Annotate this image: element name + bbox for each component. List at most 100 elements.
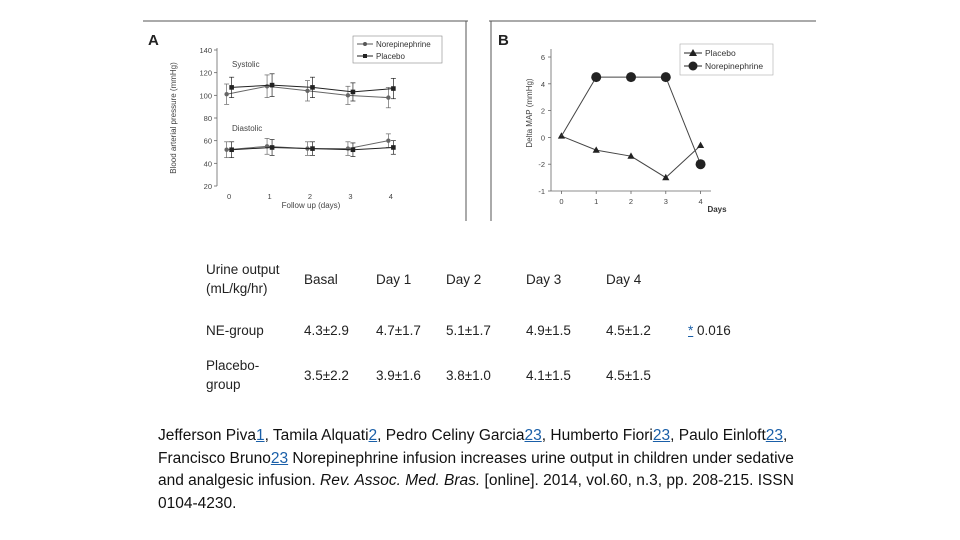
panel-a-axes: 20 40 60 80 100 120 140 0 1 2 3 4: [199, 46, 392, 201]
x-tick-label: 0: [559, 197, 563, 206]
y-tick-label: 6: [541, 53, 545, 62]
data-point: [345, 146, 351, 151]
urine-output-table: Urine output (mL/kg/hr) Basal Day 1 Day …: [200, 248, 764, 400]
y-tick-label: 4: [541, 80, 545, 89]
panel-b-xlabel: Days: [707, 205, 727, 214]
table-cell: 4.7±1.7: [376, 322, 421, 338]
panel-b-legend-box: [679, 43, 774, 76]
table-row: Placebo-group 3.5±2.2 3.9±1.6 3.8±1.0 4.…: [200, 350, 764, 400]
author-name: Humberto Fiori: [550, 427, 653, 444]
p-value-footnote-link[interactable]: *: [688, 322, 694, 338]
placebo-point: [592, 146, 600, 153]
panel-b-series: [557, 72, 706, 181]
header-cell: Day 4: [606, 271, 642, 287]
y-tick-label: 140: [199, 46, 212, 55]
panel-a-xlabel: Follow up (days): [282, 201, 341, 210]
data-point: [391, 145, 396, 150]
panel-a-letter: A: [148, 32, 159, 49]
data-point: [264, 84, 270, 89]
data-point: [229, 147, 234, 153]
author-name: Paulo Einloft: [678, 427, 766, 444]
table-cell: 4.5±1.2: [606, 322, 651, 338]
panel-a-chart: A Blood arterial pressure (mmHg) Follow …: [143, 18, 468, 221]
y-tick-label: 120: [199, 69, 212, 78]
legend-marker-norepinephrine-b: [688, 61, 698, 71]
x-tick-label: 1: [267, 192, 271, 201]
table-cell: 3.8±1.0: [446, 367, 491, 383]
author-name: Tamila Alquati: [272, 427, 369, 444]
y-tick-label: 40: [204, 159, 212, 168]
table-cell: 4.3±2.9: [304, 322, 349, 338]
y-tick-label: 0: [541, 133, 545, 142]
x-tick-label: 2: [629, 197, 633, 206]
affiliation-link[interactable]: 23: [524, 427, 542, 444]
annotation-diastolic: Diastolic: [232, 124, 262, 133]
data-point: [310, 146, 315, 151]
legend-label-norepinephrine: Norepinephrine: [376, 40, 431, 49]
x-tick-label: 1: [594, 197, 598, 206]
p-value: 0.016: [697, 322, 731, 338]
journal-name: Rev. Assoc. Med. Bras.: [320, 472, 481, 489]
placebo-point: [627, 152, 635, 159]
legend-label-norepinephrine-b: Norepinephrine: [705, 61, 763, 71]
data-point: [224, 92, 229, 97]
y-tick-label: 20: [204, 182, 212, 191]
data-point: [345, 93, 351, 98]
legend-marker-placebo-b: [689, 49, 697, 56]
citation: Jefferson Piva1, Tamila Alquati2, Pedro …: [158, 427, 794, 512]
data-point: [310, 85, 315, 90]
affiliation-link[interactable]: 23: [652, 427, 671, 444]
x-tick-label: 3: [348, 192, 352, 201]
norepinephrine-point: [660, 72, 671, 83]
y-tick-label: 80: [204, 114, 212, 123]
affiliation-link[interactable]: 2: [368, 427, 378, 444]
data-point: [350, 147, 356, 153]
table-cell: 3.5±2.2: [304, 367, 349, 383]
panel-a-ylabel: Blood arterial pressure (mmHg): [169, 62, 178, 174]
table-cell: 3.9±1.6: [376, 367, 421, 383]
y-tick-label: 60: [204, 137, 212, 146]
row-label: NE-group: [206, 322, 264, 338]
norepinephrine-point: [591, 72, 602, 83]
table-cell: 4.9±1.5: [526, 322, 571, 338]
table-row: NE-group 4.3±2.9 4.7±1.7 5.1±1.7 4.9±1.5…: [200, 310, 764, 350]
data-point: [269, 145, 275, 150]
affiliation-link[interactable]: 23: [270, 449, 289, 467]
data-point: [350, 89, 356, 95]
header-cell: Day 3: [526, 271, 562, 287]
x-tick-label: 4: [389, 192, 393, 201]
placebo-point: [696, 141, 705, 149]
panel-b-ylabel: Delta MAP (mmHg): [525, 78, 534, 148]
figure-panel-a: A Blood arterial pressure (mmHg) Follow …: [143, 18, 468, 221]
annotation-systolic: Systolic: [232, 60, 260, 69]
row-label: Placebo-group: [206, 358, 260, 392]
y-tick-label: -2: [538, 160, 545, 169]
author-name: Pedro Celiny Garcia: [385, 427, 525, 444]
data-point: [305, 88, 310, 94]
table-cell-empty: [682, 350, 764, 400]
panel-b-letter: B: [498, 32, 509, 49]
data-point: [269, 82, 275, 88]
data-point: [224, 147, 229, 152]
data-point: [391, 86, 396, 91]
table-cell: 4.1±1.5: [526, 367, 571, 383]
table-cell: 4.5±1.5: [606, 367, 651, 383]
table-cell: 5.1±1.7: [446, 322, 491, 338]
panel-b-legend: Placebo Norepinephrine: [679, 43, 774, 76]
article-title: Norepinephrine infusion increases urine …: [158, 449, 794, 490]
x-tick-label: 3: [664, 197, 668, 206]
p-value-cell: * 0.016: [682, 310, 764, 350]
y-tick-label: 2: [541, 107, 545, 116]
panel-a-legend-box: [352, 35, 443, 64]
panel-b-axes: -1 -2 0 2 4 6 0 1 2 3 4: [538, 49, 711, 206]
data-point: [386, 138, 391, 143]
header-cell: Basal: [304, 271, 338, 287]
header-cell: Urine output (mL/kg/hr): [206, 262, 280, 296]
publication-details: [online]. 2014, vol.60, n.3, pp. 208-215…: [158, 472, 794, 512]
affiliation-link[interactable]: 23: [765, 427, 784, 444]
legend-marker-norepinephrine: [363, 42, 367, 46]
norepinephrine-point: [695, 159, 706, 170]
affiliation-link[interactable]: 1: [255, 427, 265, 444]
x-tick-label: 4: [698, 197, 702, 206]
x-tick-label: 0: [227, 192, 231, 201]
